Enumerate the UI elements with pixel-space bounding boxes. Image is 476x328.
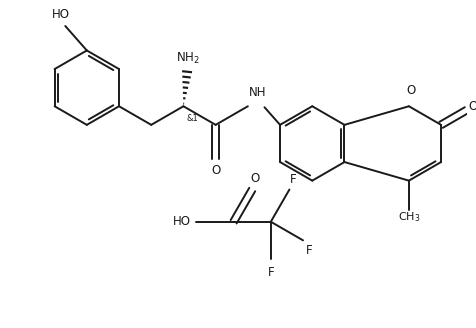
Text: O: O [250, 172, 260, 185]
Text: F: F [290, 173, 297, 186]
Text: NH: NH [249, 86, 267, 99]
Text: HO: HO [173, 215, 190, 228]
Text: O: O [211, 164, 220, 177]
Text: NH$_2$: NH$_2$ [177, 51, 200, 66]
Text: F: F [306, 244, 312, 257]
Text: HO: HO [52, 8, 70, 21]
Text: O: O [469, 100, 476, 113]
Text: CH$_3$: CH$_3$ [397, 210, 420, 224]
Text: &1: &1 [187, 114, 198, 123]
Text: O: O [406, 84, 416, 97]
Text: F: F [268, 266, 274, 279]
